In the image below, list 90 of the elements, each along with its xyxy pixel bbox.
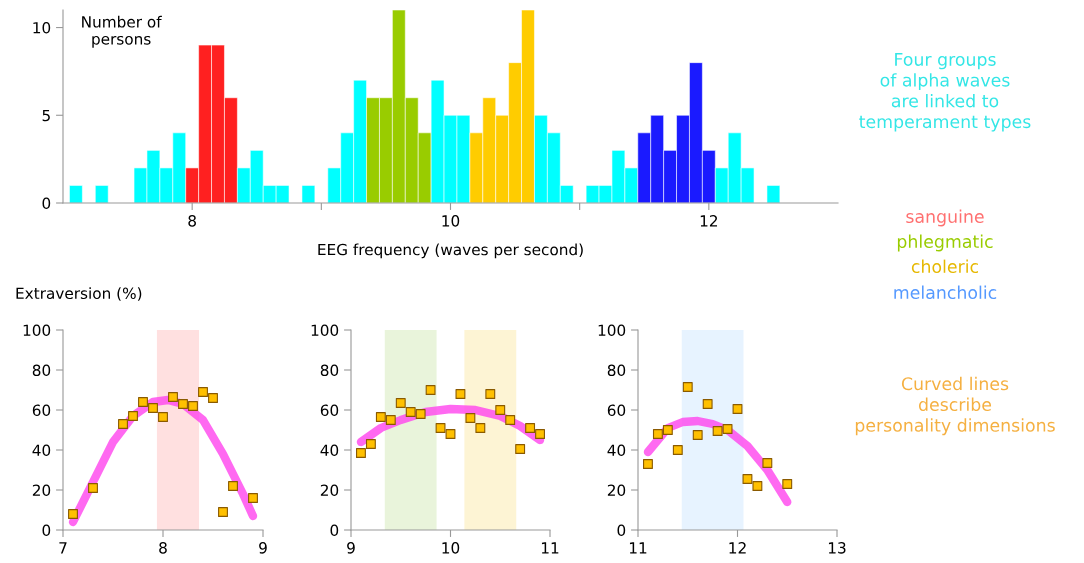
x-tick-label: 9 [259, 542, 267, 554]
point [168, 392, 178, 402]
point [702, 399, 713, 409]
y-tick-label: 60 [607, 404, 626, 417]
point [515, 444, 526, 454]
point [88, 483, 98, 493]
x-tick-label: 12 [729, 542, 746, 554]
point [395, 398, 406, 408]
point [188, 401, 198, 411]
point [752, 481, 763, 491]
x-tick-label: 8 [188, 215, 196, 227]
x-tick-label: 10 [442, 542, 460, 554]
point [385, 415, 396, 425]
point [356, 448, 366, 458]
point [782, 479, 793, 489]
y-tick-label: 0 [617, 524, 626, 537]
text: Curved lines describe personality dimensions [855, 376, 1055, 436]
y-tick-label: 80 [32, 364, 51, 377]
x-tick-label: 11 [541, 542, 559, 554]
y-tick-label: 0 [42, 197, 51, 210]
x-tick-label: 12 [700, 215, 718, 227]
point [118, 419, 128, 429]
y-tick-label: 60 [320, 404, 339, 417]
point [485, 389, 496, 399]
point [742, 474, 753, 484]
y-axis-title: Number of persons [82, 15, 162, 48]
point [535, 429, 545, 439]
y-tick-label: 20 [320, 484, 339, 497]
text: choleric [911, 259, 979, 274]
point [375, 412, 386, 422]
y-tick-label: 100 [311, 324, 339, 337]
y-tick-label: 40 [32, 444, 51, 457]
point [248, 493, 258, 503]
y-tick-label: 60 [32, 404, 51, 417]
y-tick-label: 0 [330, 524, 339, 537]
text: Four groups of alpha waves are linked to temperament types [859, 52, 1031, 132]
y-tick-label: 80 [607, 364, 626, 377]
point [672, 445, 683, 455]
point [475, 423, 486, 433]
point [228, 481, 238, 491]
point [365, 439, 376, 449]
point [652, 429, 663, 439]
point [198, 387, 208, 397]
point [732, 404, 743, 414]
point [662, 425, 673, 435]
text: sanguine [906, 209, 984, 227]
x-tick-label: 8 [159, 542, 167, 554]
point [405, 407, 416, 417]
x-tick-label: 9 [347, 542, 355, 554]
point [178, 399, 188, 409]
x-tick-label: 7 [59, 542, 67, 554]
point [505, 415, 516, 425]
point [435, 423, 446, 433]
text: melancholic [894, 285, 997, 300]
y-axis-title: Extraversion (%) [16, 287, 142, 301]
x-axis-title: EEG frequency (waves per second) [318, 243, 583, 259]
point [643, 459, 653, 469]
point [208, 393, 218, 403]
point [495, 405, 506, 415]
point [722, 424, 733, 434]
point [682, 382, 693, 392]
point [158, 412, 168, 422]
point [68, 509, 78, 519]
point [415, 409, 426, 419]
point [762, 458, 773, 468]
y-tick-label: 80 [320, 364, 339, 377]
y-tick-label: 10 [33, 22, 51, 34]
y-tick-label: 40 [320, 444, 339, 457]
x-tick-label: 10 [442, 215, 460, 227]
point [712, 426, 723, 436]
y-tick-label: 5 [42, 109, 50, 122]
point [465, 413, 476, 423]
point [128, 411, 138, 421]
point [445, 429, 456, 439]
point [425, 385, 436, 395]
y-tick-label: 20 [32, 484, 51, 497]
y-tick-label: 100 [23, 324, 51, 337]
y-tick-label: 20 [607, 484, 626, 497]
y-tick-label: 100 [598, 324, 626, 337]
point [138, 397, 148, 407]
y-tick-label: 0 [42, 524, 51, 537]
point [455, 389, 466, 399]
point [525, 423, 536, 433]
x-tick-label: 11 [629, 542, 647, 554]
point [218, 507, 228, 517]
point [692, 430, 703, 440]
text: phlegmatic [897, 234, 993, 252]
x-tick-label: 13 [828, 542, 846, 554]
point [148, 403, 158, 413]
y-tick-label: 40 [607, 444, 626, 457]
